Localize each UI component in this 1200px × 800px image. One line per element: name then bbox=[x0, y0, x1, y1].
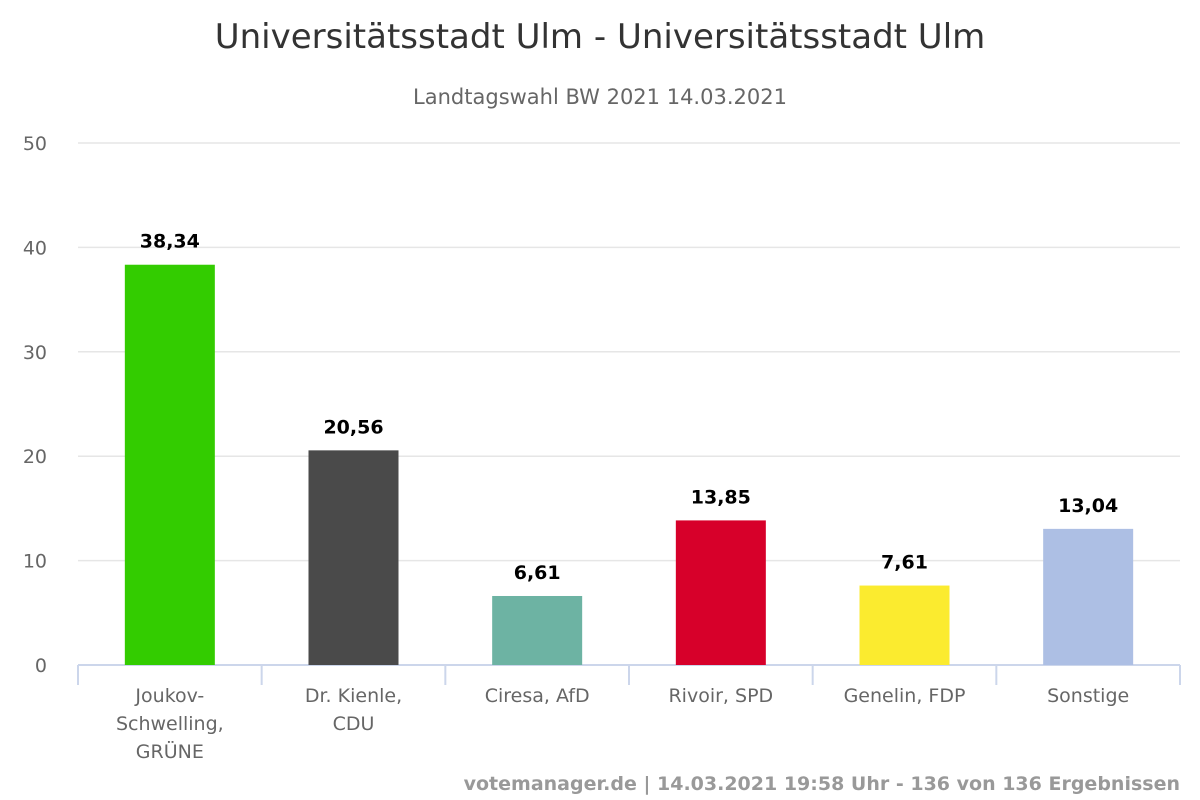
data-label: 20,56 bbox=[323, 416, 383, 438]
chart-subtitle: Landtagswahl BW 2021 14.03.2021 bbox=[413, 85, 787, 109]
data-label: 13,04 bbox=[1058, 495, 1118, 517]
x-category-label: Joukov- Schwelling, GRÜNE bbox=[116, 685, 224, 763]
x-category-label: Genelin, FDP bbox=[844, 685, 966, 707]
y-tick-label: 40 bbox=[23, 237, 47, 259]
data-label: 6,61 bbox=[514, 562, 561, 584]
x-category-label: Ciresa, AfD bbox=[485, 685, 590, 707]
y-tick-label: 50 bbox=[23, 133, 47, 155]
x-category-label-line: Dr. Kienle, bbox=[305, 685, 402, 707]
x-category-label-line: Sonstige bbox=[1047, 685, 1129, 707]
bar bbox=[1043, 528, 1134, 665]
credits[interactable]: votemanager.de | 14.03.2021 19:58 Uhr - … bbox=[464, 773, 1180, 795]
bar bbox=[675, 520, 766, 665]
y-tick-label: 20 bbox=[23, 446, 47, 468]
data-label: 13,85 bbox=[691, 486, 751, 508]
y-tick-label: 0 bbox=[35, 655, 47, 677]
data-label: 7,61 bbox=[881, 552, 928, 574]
x-category-label-line: GRÜNE bbox=[136, 740, 204, 763]
chart-title: Universitätsstadt Ulm - Universitätsstad… bbox=[215, 17, 986, 57]
x-category-label: Dr. Kienle, CDU bbox=[305, 685, 402, 735]
data-label: 38,34 bbox=[140, 231, 200, 253]
y-tick-label: 30 bbox=[23, 342, 47, 364]
x-category-label-line: Genelin, FDP bbox=[844, 685, 966, 707]
x-category-label: Rivoir, SPD bbox=[668, 685, 773, 707]
bar bbox=[492, 595, 583, 665]
y-tick-label: 10 bbox=[23, 551, 47, 573]
x-category-label-line: Joukov- bbox=[134, 685, 204, 707]
x-category-label-line: Rivoir, SPD bbox=[668, 685, 773, 707]
x-category-label-line: Ciresa, AfD bbox=[485, 685, 590, 707]
bar bbox=[308, 450, 399, 665]
x-category-label: Sonstige bbox=[1047, 685, 1129, 707]
bar bbox=[124, 264, 215, 665]
x-category-label-line: Schwelling, bbox=[116, 713, 224, 735]
bar bbox=[859, 585, 950, 665]
x-category-label-line: CDU bbox=[333, 713, 375, 735]
